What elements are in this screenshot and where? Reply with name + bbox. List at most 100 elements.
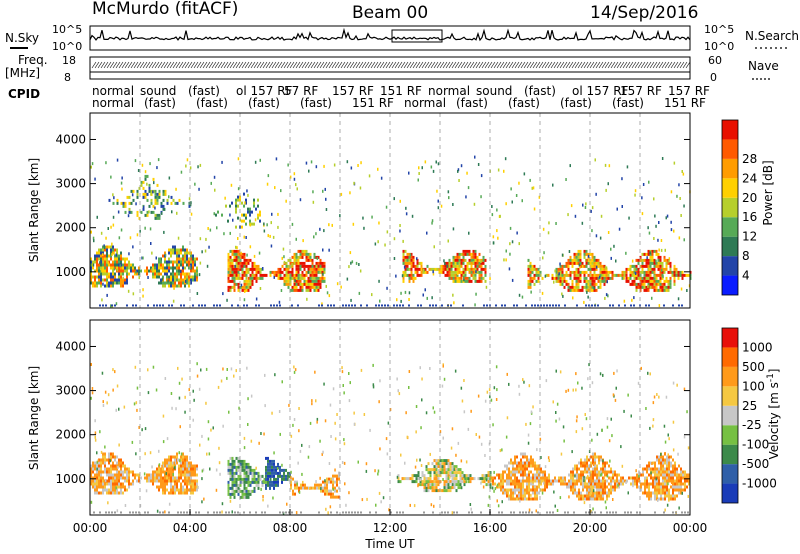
freq-hatch-line bbox=[154, 61, 160, 69]
velocity-scatter-cell bbox=[656, 393, 658, 396]
velocity-scatter-cell bbox=[237, 468, 239, 472]
velocity-echo-cell bbox=[506, 467, 508, 471]
velocity-echo-cell bbox=[192, 488, 194, 492]
velocity-echo-cell bbox=[528, 494, 530, 498]
power-echo-cell bbox=[637, 267, 640, 271]
power-scatter-cell bbox=[153, 181, 155, 185]
velocity-echo-cell bbox=[594, 497, 596, 501]
power-scatter-cell bbox=[605, 293, 608, 297]
power-echo-cell bbox=[319, 270, 322, 274]
velocity-echo-cell bbox=[239, 474, 242, 478]
velocity-echo-cell bbox=[112, 482, 114, 486]
power-scatter-cell bbox=[282, 247, 285, 251]
power-scatter-cell bbox=[467, 186, 470, 190]
velocity-echo-cell bbox=[614, 473, 616, 477]
power-scatter-cell bbox=[621, 177, 623, 181]
velocity-scatter-cell bbox=[667, 453, 669, 457]
velocity-echo-cell bbox=[229, 456, 232, 460]
power-echo-cell bbox=[643, 276, 646, 280]
velocity-echo-cell bbox=[544, 488, 546, 492]
power-echo-cell bbox=[317, 282, 320, 286]
power-echo-cell bbox=[156, 263, 158, 267]
freq-hatch-line bbox=[415, 61, 421, 69]
power-echo-cell bbox=[611, 270, 614, 274]
power-echo-cell bbox=[297, 261, 300, 265]
velocity-echo-cell bbox=[506, 476, 508, 480]
power-echo-cell bbox=[168, 269, 170, 273]
power-echo-cell bbox=[239, 198, 241, 202]
velocity-scatter-cell bbox=[298, 490, 301, 494]
power-echo-cell bbox=[402, 261, 405, 265]
velocity-echo-cell bbox=[624, 479, 626, 483]
velocity-scatter-cell bbox=[406, 435, 409, 439]
velocity-echo-cell bbox=[194, 464, 196, 468]
velocity-echo-cell bbox=[108, 491, 110, 495]
power-scatter-cell bbox=[530, 290, 532, 294]
freq-hatch-line bbox=[130, 61, 136, 69]
power-echo-cell bbox=[128, 272, 130, 276]
velocity-echo-cell bbox=[92, 476, 94, 480]
power-echo-cell bbox=[529, 282, 532, 286]
velocity-scatter-cell bbox=[114, 370, 116, 374]
power-ground-cell bbox=[360, 304, 362, 307]
velocity-ground-cell bbox=[255, 511, 257, 514]
power-scatter-cell bbox=[258, 251, 261, 255]
velocity-echo-cell bbox=[192, 491, 194, 495]
power-ground-cell bbox=[555, 304, 557, 307]
power-ground-cell bbox=[501, 304, 503, 307]
velocity-scatter-cell bbox=[657, 498, 659, 502]
power-scatter-cell bbox=[116, 268, 119, 272]
velocity-scatter-cell bbox=[207, 437, 210, 441]
power-echo-cell bbox=[174, 281, 176, 285]
power-scatter-cell bbox=[660, 248, 663, 252]
velocity-echo-cell bbox=[102, 455, 104, 459]
power-echo-cell bbox=[655, 264, 658, 268]
power-echo-cell bbox=[132, 266, 134, 270]
velocity-scatter-cell bbox=[238, 406, 240, 410]
power-echo-cell bbox=[480, 279, 483, 283]
velocity-echo-cell bbox=[172, 470, 174, 474]
power-echo-cell bbox=[287, 282, 290, 286]
velocity-scatter-cell bbox=[91, 387, 94, 390]
power-echo-cell bbox=[402, 276, 405, 280]
power-echo-cell bbox=[631, 273, 634, 277]
velocity-echo-cell bbox=[630, 476, 632, 480]
velocity-echo-cell bbox=[514, 455, 516, 459]
velocity-scatter-cell bbox=[463, 410, 466, 414]
velocity-echo-cell bbox=[168, 470, 170, 474]
power-scatter-cell bbox=[628, 216, 630, 220]
velocity-echo-cell bbox=[646, 479, 648, 483]
power-scatter-cell bbox=[236, 246, 238, 250]
velocity-echo-cell bbox=[126, 473, 128, 477]
velocity-echo-cell bbox=[164, 461, 166, 465]
velocity-echo-cell bbox=[158, 470, 160, 474]
velocity-echo-cell bbox=[439, 471, 442, 475]
power-echo-cell bbox=[579, 258, 582, 262]
power-ground-cell bbox=[531, 304, 533, 307]
power-scatter-cell bbox=[600, 214, 603, 218]
power-echo-cell bbox=[305, 249, 308, 253]
power-echo-cell bbox=[659, 264, 662, 268]
velocity-echo-cell bbox=[243, 462, 246, 466]
freq-hatch-line bbox=[151, 61, 157, 69]
power-echo-cell bbox=[589, 270, 592, 274]
power-echo-cell bbox=[305, 255, 308, 259]
velocity-scatter-cell bbox=[215, 488, 218, 492]
power-echo-cell bbox=[307, 282, 310, 286]
velocity-echo-cell bbox=[243, 483, 246, 487]
power-echo-cell bbox=[589, 267, 592, 271]
velocity-echo-cell bbox=[190, 482, 192, 486]
velocity-echo-cell bbox=[164, 458, 166, 462]
velocity-echo-cell bbox=[526, 497, 528, 501]
velocity-scatter-cell bbox=[572, 388, 574, 392]
power-echo-cell bbox=[460, 276, 463, 280]
power-echo-cell bbox=[188, 281, 190, 285]
power-echo-cell bbox=[295, 285, 298, 289]
velocity-scatter-cell bbox=[397, 389, 399, 393]
power-ground-cell bbox=[333, 304, 335, 307]
power-echo-cell bbox=[279, 267, 282, 271]
power-scatter-cell bbox=[302, 239, 304, 243]
power-echo-cell bbox=[94, 284, 96, 288]
power-echo-cell bbox=[665, 267, 668, 271]
power-scatter-cell bbox=[107, 227, 109, 230]
